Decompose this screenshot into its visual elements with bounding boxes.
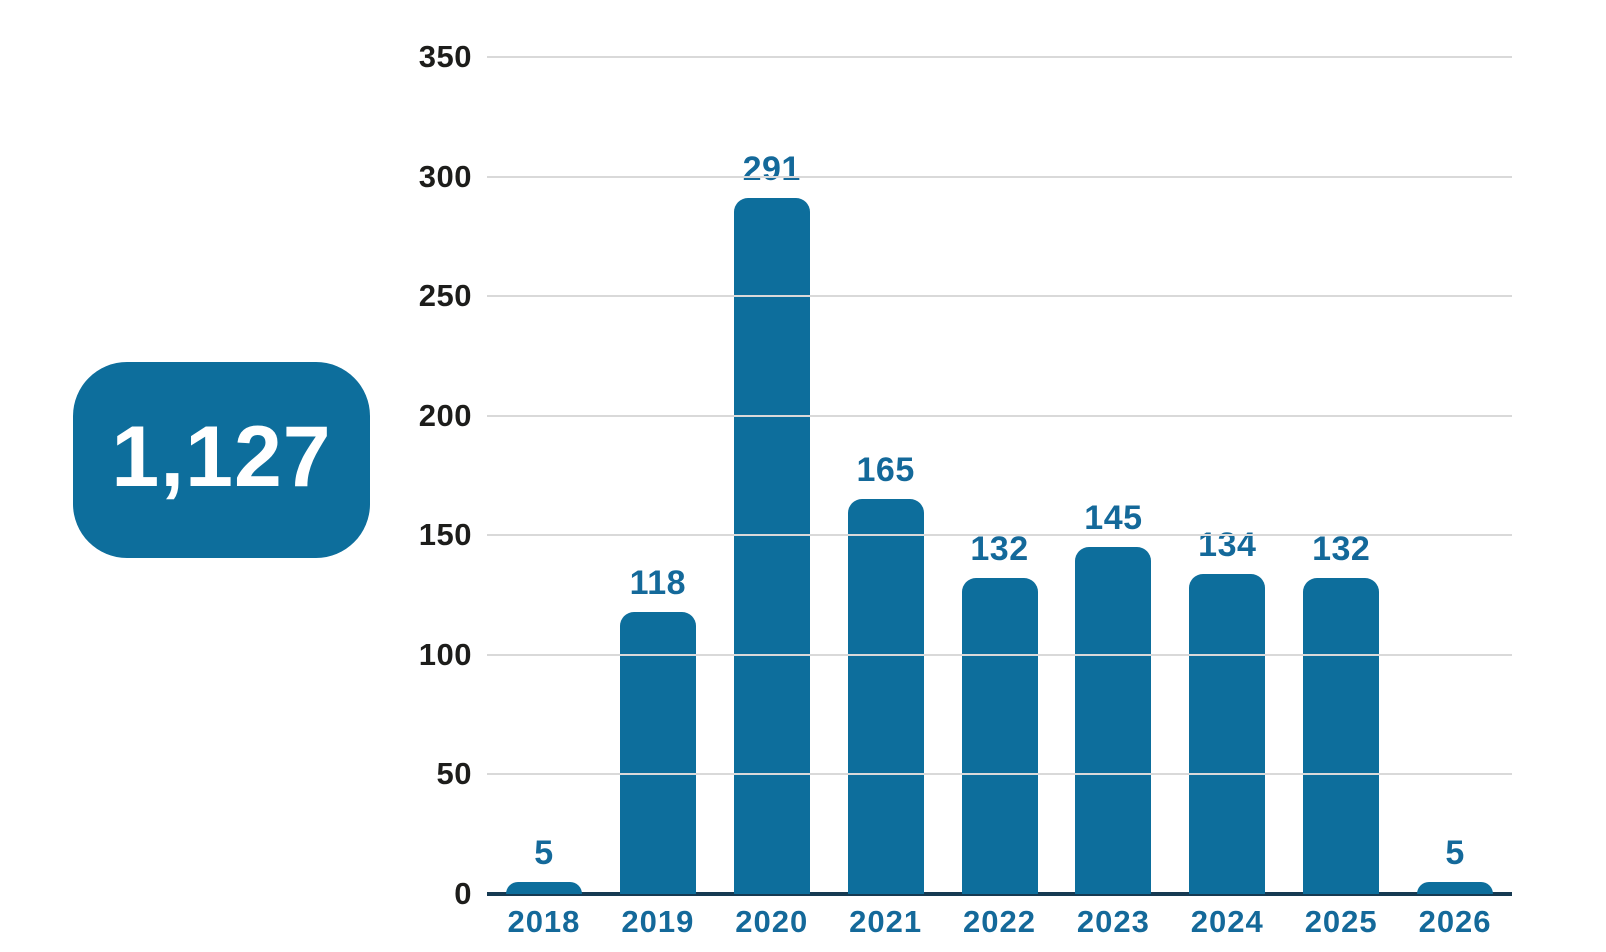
gridline-250 [487,295,1512,298]
bar-2019 [619,611,696,894]
bar-2026 [1417,882,1494,894]
x-axis-line [487,892,1512,896]
bar-column-2018: 5 2018 [487,57,601,937]
x-axis-label-2023: 2023 [1076,904,1150,939]
y-axis-tick-label-200: 200 [418,397,472,433]
y-axis-tick-label-0: 0 [454,876,472,911]
bar-2020 [733,198,810,894]
gridline-150 [487,534,1512,537]
bar-row: 5 2018 118 2019 291 2020 165 2021 132 2022 145 2023… [487,57,1512,937]
gridline-350 [487,56,1512,58]
bar-2023 [1075,547,1152,894]
bar-column-2019: 118 2019 [601,57,715,937]
bar-value-label-2024: 134 [1198,525,1257,564]
x-axis-label-2026: 2026 [1418,904,1492,939]
x-axis-label-2021: 2021 [849,904,923,939]
x-axis-label-2020: 2020 [735,904,809,939]
bar-column-2021: 165 2021 [829,57,943,937]
bar-value-label-2026: 5 [1445,834,1465,873]
x-axis-label-2022: 2022 [963,904,1036,939]
gridline-100 [487,653,1512,656]
total-badge: 1,127 [73,362,370,558]
x-axis-label-2018: 2018 [507,904,581,939]
bar-column-2022: 132 2022 [943,57,1057,937]
total-value: 1,127 [111,409,332,505]
bar-column-2023: 145 2023 [1056,57,1170,937]
y-axis-tick-label-250: 250 [418,278,472,314]
bar-value-label-2018: 5 [534,834,554,873]
bar-column-2024: 134 2024 [1170,57,1284,937]
bar-value-label-2022: 132 [970,530,1029,569]
y-axis-tick-label-350: 350 [418,39,472,74]
bar-value-label-2023: 145 [1084,499,1143,538]
bar-value-label-2020: 291 [742,150,801,189]
bar-column-2025: 132 2025 [1284,57,1398,937]
bar-column-2026: 5 2026 [1398,57,1512,937]
bar-2022 [961,578,1038,894]
y-axis-tick-label-300: 300 [418,158,472,194]
x-axis-label-2024: 2024 [1190,904,1264,939]
bar-2021 [847,499,924,894]
gridline-50 [487,773,1512,776]
x-axis-label-2019: 2019 [621,904,695,939]
y-axis-tick-label-150: 150 [418,517,472,553]
y-axis-tick-label-50: 50 [436,756,472,792]
gridline-300 [487,175,1512,178]
bar-2024 [1189,573,1266,894]
x-axis-label-2025: 2025 [1304,904,1378,939]
bar-chart: 5 2018 118 2019 291 2020 165 2021 132 2022 145 2023… [419,39,1512,937]
bar-column-2020: 291 2020 [715,57,829,937]
bar-2018 [505,882,582,894]
bar-value-label-2019: 118 [629,563,687,602]
bar-2025 [1303,578,1380,894]
gridline-200 [487,414,1512,417]
bar-value-label-2025: 132 [1312,530,1371,569]
y-axis-tick-label-100: 100 [418,636,472,672]
bar-value-label-2021: 165 [856,451,915,490]
